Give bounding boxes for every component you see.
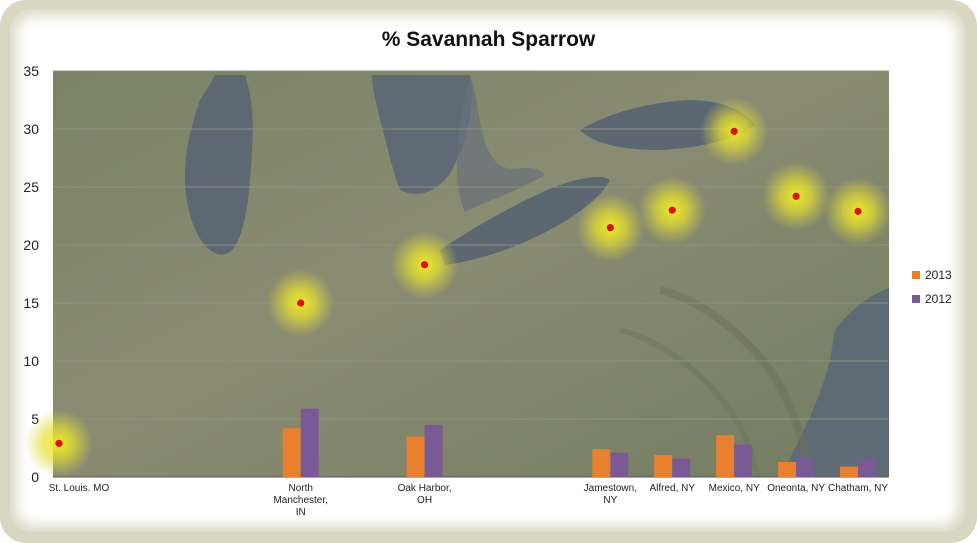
bar-2012 bbox=[858, 458, 877, 477]
bar-2013 bbox=[654, 454, 673, 477]
x-tick-label: Alfred, NY bbox=[649, 483, 695, 494]
bar-2012 bbox=[734, 444, 753, 477]
bar-2013 bbox=[592, 449, 611, 477]
points bbox=[55, 127, 862, 447]
y-tick-label: 10 bbox=[23, 353, 39, 369]
x-tick-label: Mexico, NY bbox=[709, 483, 760, 494]
legend-swatch-2013 bbox=[912, 271, 920, 279]
point bbox=[792, 192, 800, 200]
point bbox=[55, 439, 63, 447]
point bbox=[297, 299, 305, 307]
y-tick-label: 5 bbox=[31, 411, 39, 427]
bar-2012 bbox=[672, 458, 691, 477]
point bbox=[668, 206, 676, 214]
x-tick-label: Oak Harbor, bbox=[398, 483, 452, 494]
y-tick-label: 35 bbox=[23, 63, 39, 79]
point bbox=[854, 207, 862, 215]
bar-2012 bbox=[300, 408, 319, 477]
y-tick-label: 15 bbox=[23, 295, 39, 311]
x-tick-label: NY bbox=[603, 495, 617, 506]
y-tick-label: 0 bbox=[31, 469, 39, 485]
chart-title: % Savannah Sparrow bbox=[381, 28, 596, 51]
bar-2013 bbox=[840, 466, 859, 477]
point bbox=[606, 224, 614, 232]
bar-2012 bbox=[610, 452, 629, 477]
bar-2013 bbox=[406, 436, 425, 477]
y-tick-label: 30 bbox=[23, 121, 39, 137]
bar-2012 bbox=[796, 457, 815, 477]
x-tick-label: IN bbox=[296, 507, 306, 518]
legend-swatch-2012 bbox=[912, 295, 920, 303]
bar-2013 bbox=[716, 435, 735, 477]
bar-2012 bbox=[424, 424, 443, 477]
bars bbox=[282, 408, 877, 477]
legend-label-2012: 2012 bbox=[925, 292, 952, 306]
bar-2013 bbox=[778, 461, 797, 477]
x-tick-label: Chatham, NY bbox=[828, 483, 888, 494]
bar-2013 bbox=[282, 428, 301, 477]
y-tick-label: 25 bbox=[23, 179, 39, 195]
legend-label-2013: 2013 bbox=[925, 268, 952, 282]
y-tick-label: 20 bbox=[23, 237, 39, 253]
point bbox=[420, 261, 429, 269]
x-tick-label: OH bbox=[417, 495, 432, 506]
point bbox=[730, 127, 738, 135]
legend: 2013 2012 bbox=[912, 268, 952, 306]
x-tick-label: Jamestown, bbox=[584, 483, 637, 494]
x-tick-label: Oneonta, NY bbox=[767, 483, 825, 494]
x-tick-label: St. Louis. MO bbox=[49, 483, 110, 494]
x-tick-label: North bbox=[288, 483, 312, 494]
x-tick-label: Manchester, bbox=[273, 495, 327, 506]
